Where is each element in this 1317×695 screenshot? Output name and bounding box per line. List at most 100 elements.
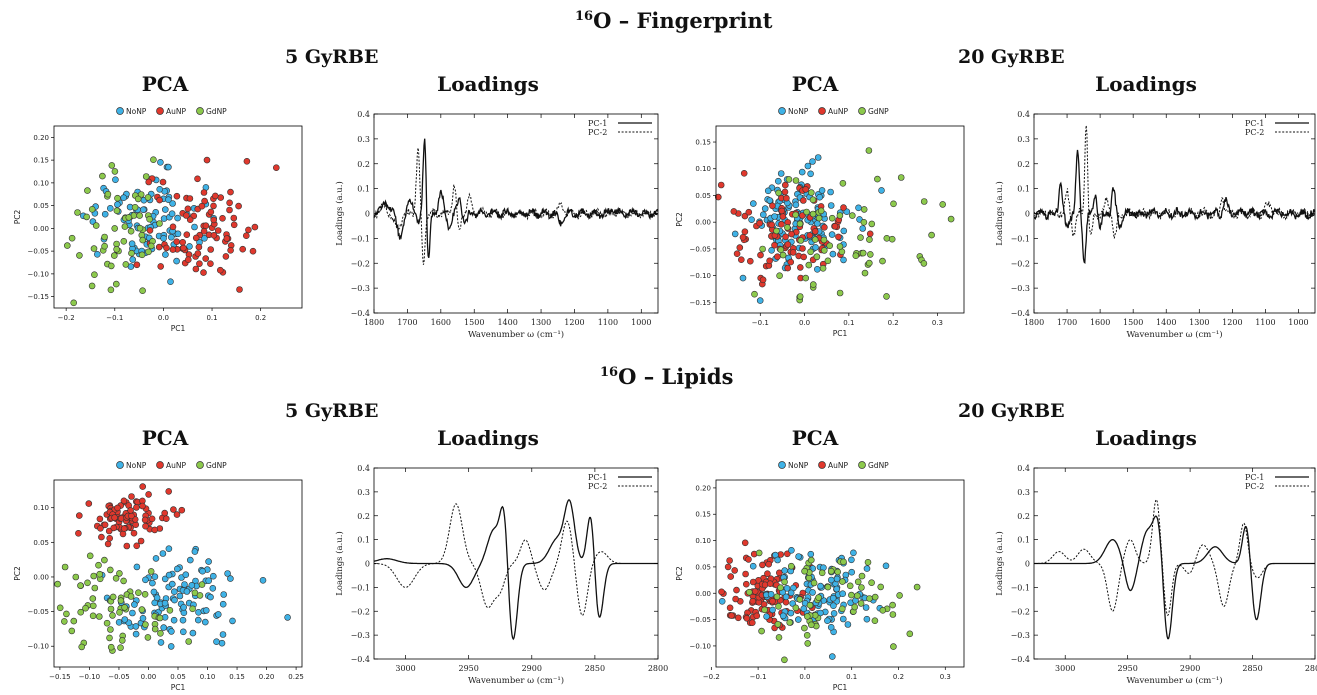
legend-label: PC-2 [1245,128,1264,137]
legend-marker [116,107,124,115]
scatter-point [862,604,870,611]
y-axis-label: Loadings (a.u.) [994,181,1005,246]
section-title-lipids: 16O – Lipids [600,364,733,389]
scatter-point [120,525,128,532]
scatter-point [810,281,817,288]
x-tick-label: 2850 [1242,664,1262,673]
scatter-point [104,540,112,548]
scatter-point [745,208,753,216]
scatter-point [852,252,860,259]
legend-label: PC-1 [1245,119,1264,128]
scatter-point [107,626,114,633]
legend-marker [778,461,786,469]
loading-curve-pc-1 [373,138,659,259]
scatter-point [168,210,176,217]
scatter-point [121,223,129,230]
scatter-point [939,201,947,208]
scatter-point [890,643,897,650]
x-tick-label: 1400 [497,318,517,327]
scatter-point [741,212,749,220]
scatter-point [243,157,251,165]
scatter-point [764,187,772,195]
scatter-point [848,591,855,599]
scatter-point [795,616,802,623]
scatter-point [859,225,866,232]
scatter-point [96,613,103,620]
scatter-point [179,239,186,246]
scatter-point [173,192,181,200]
y-tick-label: 0.2 [357,160,370,169]
scatter-point [163,515,170,523]
scatter-point [198,202,206,210]
scatter-point [227,575,234,582]
scatter-point [245,226,252,234]
scatter-point [860,206,868,213]
panel-title-pca: PCA [141,426,189,450]
y-tick-label: −0.3 [1011,631,1030,640]
y-tick-label: −0.2 [351,607,370,616]
scatter-point [858,572,866,580]
scatter-point [230,214,238,222]
y-tick-label: 0.1 [1017,185,1030,194]
scatter-point [198,581,206,588]
scatter-point [113,246,120,253]
scatter-point [74,209,81,216]
scatter-point [227,247,234,254]
scatter-point [863,615,871,623]
scatter-point [730,208,738,215]
scatter-point [139,483,146,490]
scatter-point [163,244,170,252]
scatter-point [127,227,135,235]
scatter-point [205,577,212,584]
scatter-point [878,187,885,194]
scatter-point [156,220,163,227]
scatter-point [89,595,97,602]
scatter-point [857,234,864,241]
y-tick-label: 0.2 [357,512,370,521]
scatter-point [831,223,839,230]
y-tick-label: −0.2 [351,259,370,268]
legend-label: AuNP [166,107,186,116]
scatter-point [146,215,153,223]
scatter-point [104,190,112,198]
scatter-point [54,580,61,588]
scatter-point [70,299,78,307]
y-tick-label: −0.3 [351,631,370,640]
scatter-point [743,580,750,588]
x-axis-label: Wavenumber ω (cm⁻¹) [468,675,564,686]
scatter-point [809,158,816,165]
scatter-point [222,253,230,260]
scatter-point [111,252,118,259]
scatter-point [804,162,812,170]
scatter-point [854,592,861,599]
y-tick-label: 0.10 [695,537,711,545]
scatter-point [127,507,134,514]
scatter-point [209,585,217,592]
scatter-point [174,230,182,238]
scatter-point [821,247,828,254]
scatter-point [796,596,804,603]
legend-marker [818,461,826,469]
scatter-point [758,627,765,635]
x-axis-label: Wavenumber ω (cm⁻¹) [1126,329,1222,340]
scatter-point [731,567,739,574]
scatter-point [826,242,833,249]
scatter-point [170,506,177,513]
loading-curve-pc-1 [1033,149,1316,265]
scatter-point [128,512,135,520]
plot-frame [715,125,965,314]
scatter-point [229,617,236,625]
scatter-point [196,592,204,599]
scatter-point [174,214,181,222]
scatter-point [718,598,726,605]
scatter-point [839,605,846,613]
scatter-point [828,231,836,238]
scatter-point [809,196,817,203]
scatter-point [83,213,90,221]
y-tick-label: 0 [1025,210,1030,219]
legend-marker [116,461,124,469]
scatter-point [153,594,161,601]
scatter-point [121,616,129,623]
scatter-point [148,242,155,250]
legend-label: PC-2 [1245,482,1264,491]
